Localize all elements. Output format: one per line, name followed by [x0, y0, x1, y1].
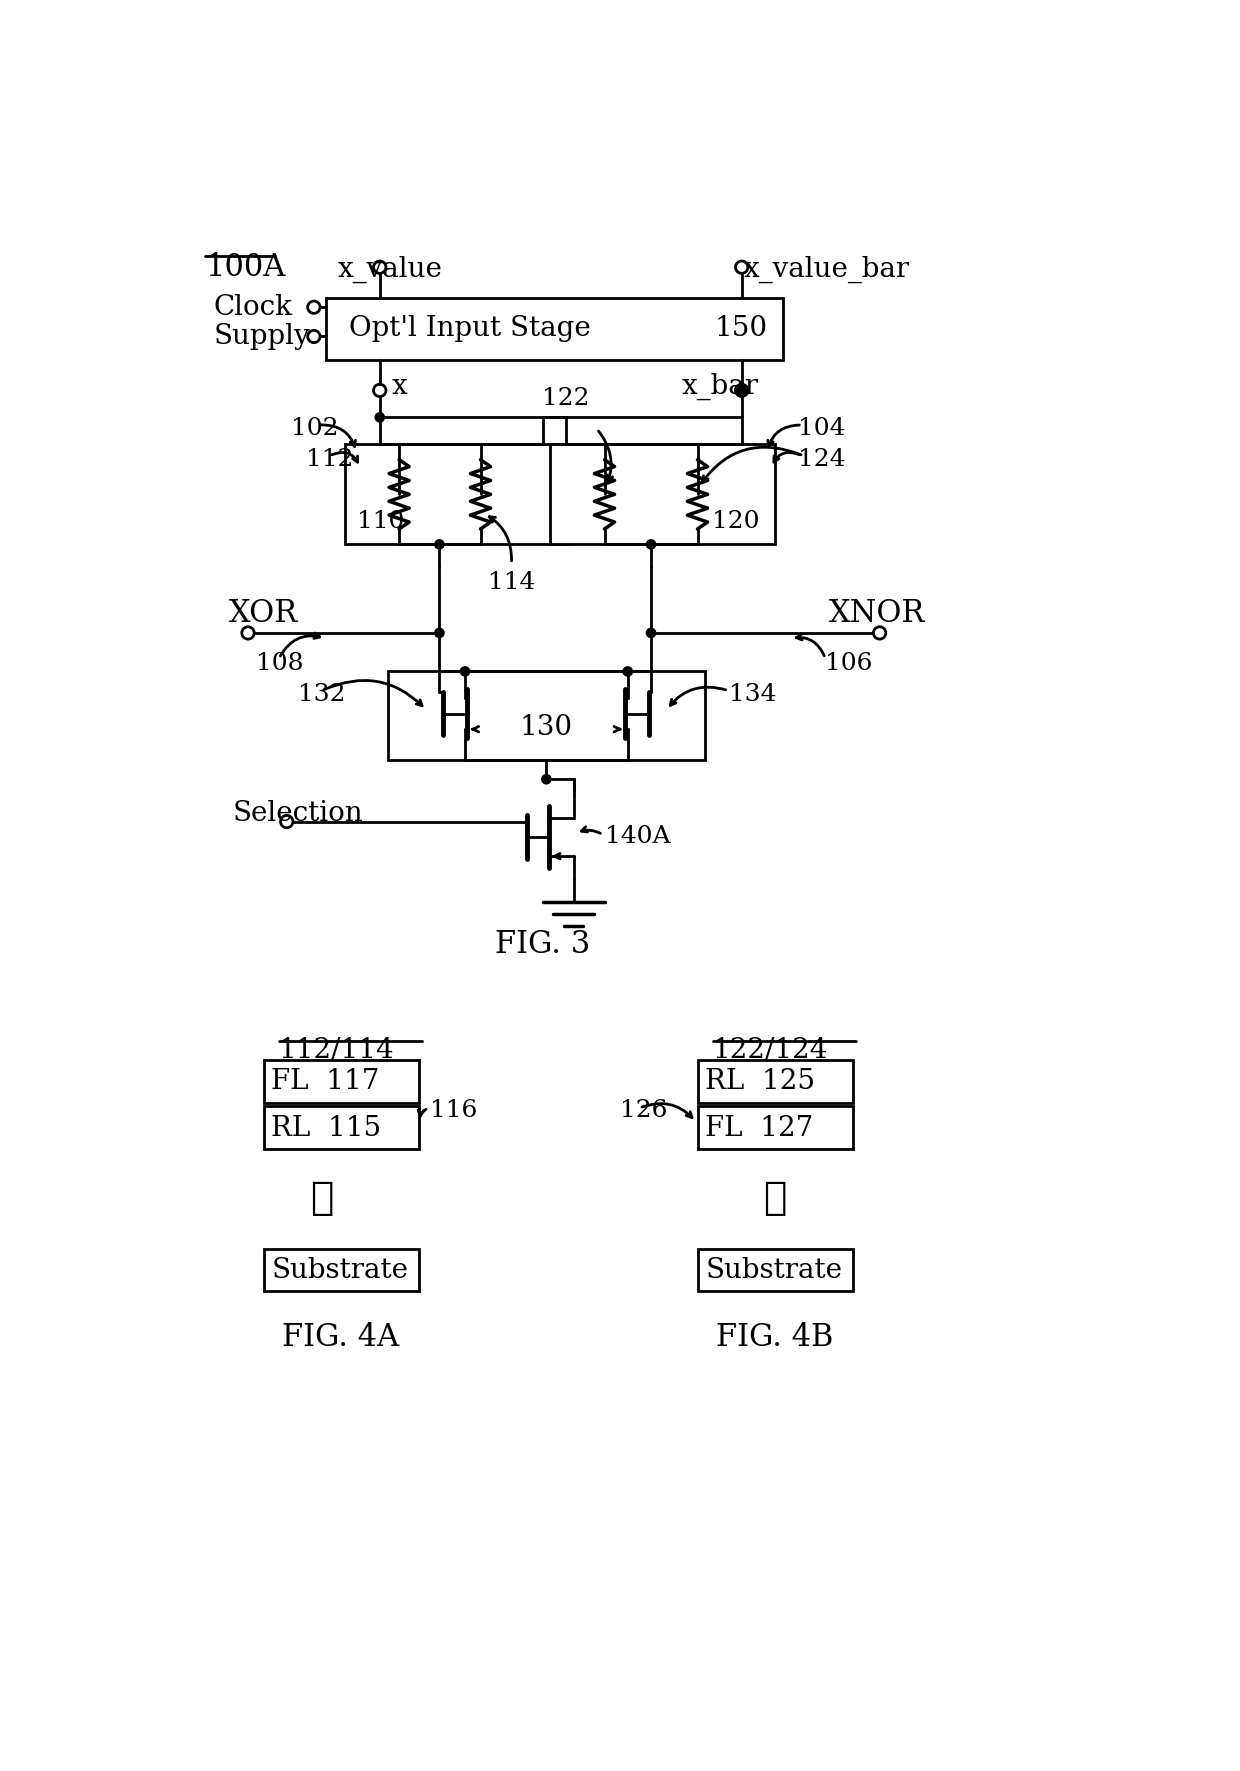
Text: XNOR: XNOR: [830, 599, 925, 629]
Text: 104: 104: [799, 418, 846, 441]
Text: 150: 150: [714, 315, 768, 342]
Text: RL  125: RL 125: [706, 1068, 815, 1094]
Text: 122/124: 122/124: [713, 1038, 828, 1064]
Bar: [697, 1107, 853, 1149]
Text: ⋮: ⋮: [310, 1181, 334, 1217]
Circle shape: [374, 413, 384, 421]
Text: 122: 122: [542, 386, 589, 409]
Text: 112/114: 112/114: [279, 1038, 394, 1064]
Text: 116: 116: [430, 1098, 477, 1121]
Circle shape: [737, 386, 746, 395]
Circle shape: [542, 774, 551, 785]
Bar: [345, 445, 569, 544]
Text: 134: 134: [729, 684, 776, 707]
Bar: [325, 298, 782, 360]
Circle shape: [646, 540, 656, 549]
Text: Selection: Selection: [233, 800, 363, 827]
Text: x_bar: x_bar: [682, 374, 759, 400]
Text: 112: 112: [306, 448, 353, 471]
Bar: [551, 445, 775, 544]
Text: Substrate: Substrate: [706, 1257, 842, 1284]
Text: Clock: Clock: [213, 294, 293, 321]
Text: x: x: [392, 374, 407, 400]
Bar: [263, 1107, 419, 1149]
Text: FIG. 3: FIG. 3: [495, 930, 590, 960]
Bar: [263, 1061, 419, 1103]
Text: x_value_bar: x_value_bar: [744, 255, 910, 283]
Text: 120: 120: [712, 510, 759, 533]
Text: 102: 102: [290, 418, 339, 441]
Text: 126: 126: [620, 1098, 667, 1121]
Circle shape: [624, 668, 632, 677]
Text: RL  115: RL 115: [272, 1114, 382, 1142]
Circle shape: [646, 629, 656, 638]
Text: 140A: 140A: [605, 825, 670, 848]
Text: 124: 124: [799, 448, 846, 471]
Text: FL  127: FL 127: [706, 1114, 813, 1142]
Text: 106: 106: [826, 652, 873, 675]
Circle shape: [435, 629, 444, 638]
Bar: [387, 671, 706, 760]
Text: XOR: XOR: [228, 599, 298, 629]
Text: FIG. 4A: FIG. 4A: [283, 1321, 399, 1353]
Text: x_value: x_value: [337, 255, 441, 283]
Text: FL  117: FL 117: [272, 1068, 379, 1094]
Text: ⋮: ⋮: [764, 1181, 786, 1217]
Text: 132: 132: [299, 684, 346, 707]
Circle shape: [460, 668, 470, 677]
Bar: [697, 1061, 853, 1103]
Text: Supply: Supply: [213, 322, 310, 351]
Text: 114: 114: [487, 572, 536, 595]
Text: 130: 130: [520, 714, 573, 740]
Text: FIG. 4B: FIG. 4B: [717, 1321, 833, 1353]
Text: Substrate: Substrate: [272, 1257, 408, 1284]
Bar: [697, 1249, 853, 1291]
Text: 108: 108: [255, 652, 304, 675]
Text: Opt'l Input Stage: Opt'l Input Stage: [348, 315, 590, 342]
Text: 110: 110: [357, 510, 404, 533]
Circle shape: [435, 540, 444, 549]
Bar: [263, 1249, 419, 1291]
Text: 100A: 100A: [206, 251, 285, 283]
